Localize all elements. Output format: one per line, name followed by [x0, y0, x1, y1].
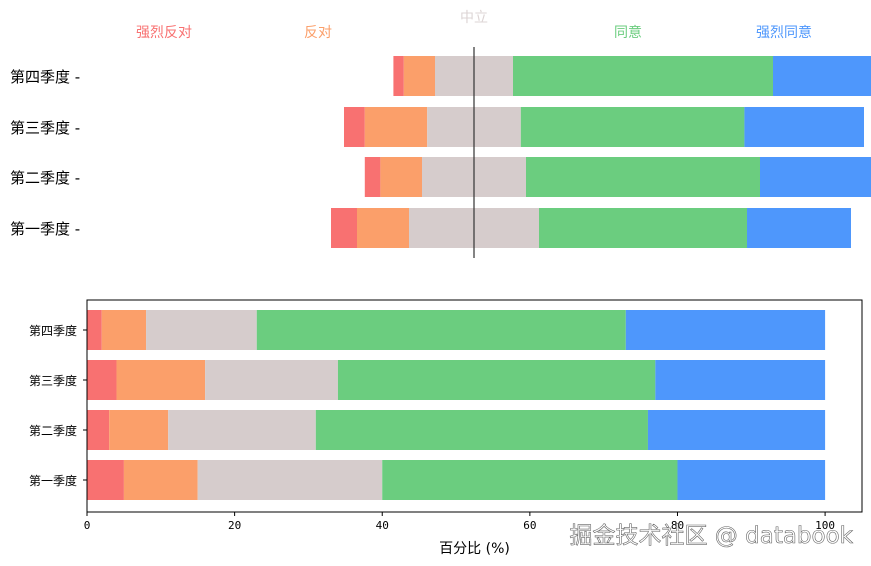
- x-tick-label: 80: [671, 519, 684, 532]
- bar-disagree-2: [116, 360, 206, 400]
- bar-disagree-3: [109, 410, 169, 450]
- bar-agree-1: [256, 310, 626, 350]
- legend-disagree: 反对: [304, 25, 332, 41]
- category-label: 第二季度 -: [10, 169, 80, 187]
- bar-disagree-3: [380, 157, 422, 197]
- bar-neutral-2: [205, 360, 338, 400]
- bar-strongly-disagree-4: [331, 208, 357, 248]
- bar-disagree-2: [364, 107, 428, 147]
- bar-strongly-agree-3: [647, 410, 826, 450]
- category-label: 第四季度 -: [10, 68, 80, 86]
- bar-strongly-agree-2: [655, 360, 826, 400]
- bar-neutral-4: [197, 460, 383, 500]
- bar-disagree-1: [101, 310, 147, 350]
- bar-strongly-agree-3: [760, 157, 871, 197]
- bar-strongly-agree-4: [677, 460, 826, 500]
- watermark-text: 掘金技术社区 @ databook: [570, 523, 854, 549]
- bar-strongly-disagree-3: [364, 157, 381, 197]
- legend-neutral: 中立: [460, 10, 488, 26]
- y-tick-label: 第四季度: [29, 323, 77, 338]
- category-label: 第一季度 -: [10, 220, 80, 238]
- x-tick-label: 40: [376, 519, 389, 532]
- bar-agree-4: [382, 460, 678, 500]
- bar-neutral-1: [146, 310, 257, 350]
- bar-strongly-disagree-2: [344, 107, 365, 147]
- bar-agree-3: [315, 410, 648, 450]
- bar-agree-1: [513, 56, 773, 96]
- bar-disagree-1: [403, 56, 435, 96]
- bar-agree-2: [337, 360, 656, 400]
- bar-strongly-agree-4: [747, 208, 851, 248]
- bar-agree-3: [526, 157, 760, 197]
- bar-disagree-4: [123, 460, 198, 500]
- x-tick-label: 100: [815, 519, 835, 532]
- bar-strongly-disagree-4: [87, 460, 124, 500]
- bar-strongly-disagree-2: [87, 360, 117, 400]
- bar-agree-4: [539, 208, 747, 248]
- y-tick-label: 第一季度: [29, 473, 77, 488]
- bar-agree-2: [520, 107, 745, 147]
- x-tick-label: 20: [228, 519, 241, 532]
- x-axis-label: 百分比 (%): [439, 541, 510, 557]
- bar-strongly-disagree-1: [393, 56, 404, 96]
- bar-strongly-agree-1: [773, 56, 871, 96]
- legend-agree: 同意: [614, 24, 642, 41]
- bar-strongly-disagree-1: [87, 310, 102, 350]
- y-tick-label: 第二季度: [29, 423, 77, 438]
- y-tick-label: 第三季度: [29, 373, 77, 388]
- legend-strongly-disagree: 强烈反对: [136, 25, 192, 41]
- x-tick-label: 60: [523, 519, 536, 532]
- bar-strongly-disagree-3: [87, 410, 110, 450]
- category-label: 第三季度 -: [10, 119, 80, 137]
- x-tick-label: 0: [84, 519, 91, 532]
- bar-strongly-agree-2: [744, 107, 864, 147]
- bar-disagree-4: [357, 208, 409, 248]
- bar-strongly-agree-1: [625, 310, 826, 350]
- legend-strongly-agree: 强烈同意: [756, 24, 812, 41]
- bar-neutral-3: [168, 410, 316, 450]
- plot-frame: [86, 299, 863, 513]
